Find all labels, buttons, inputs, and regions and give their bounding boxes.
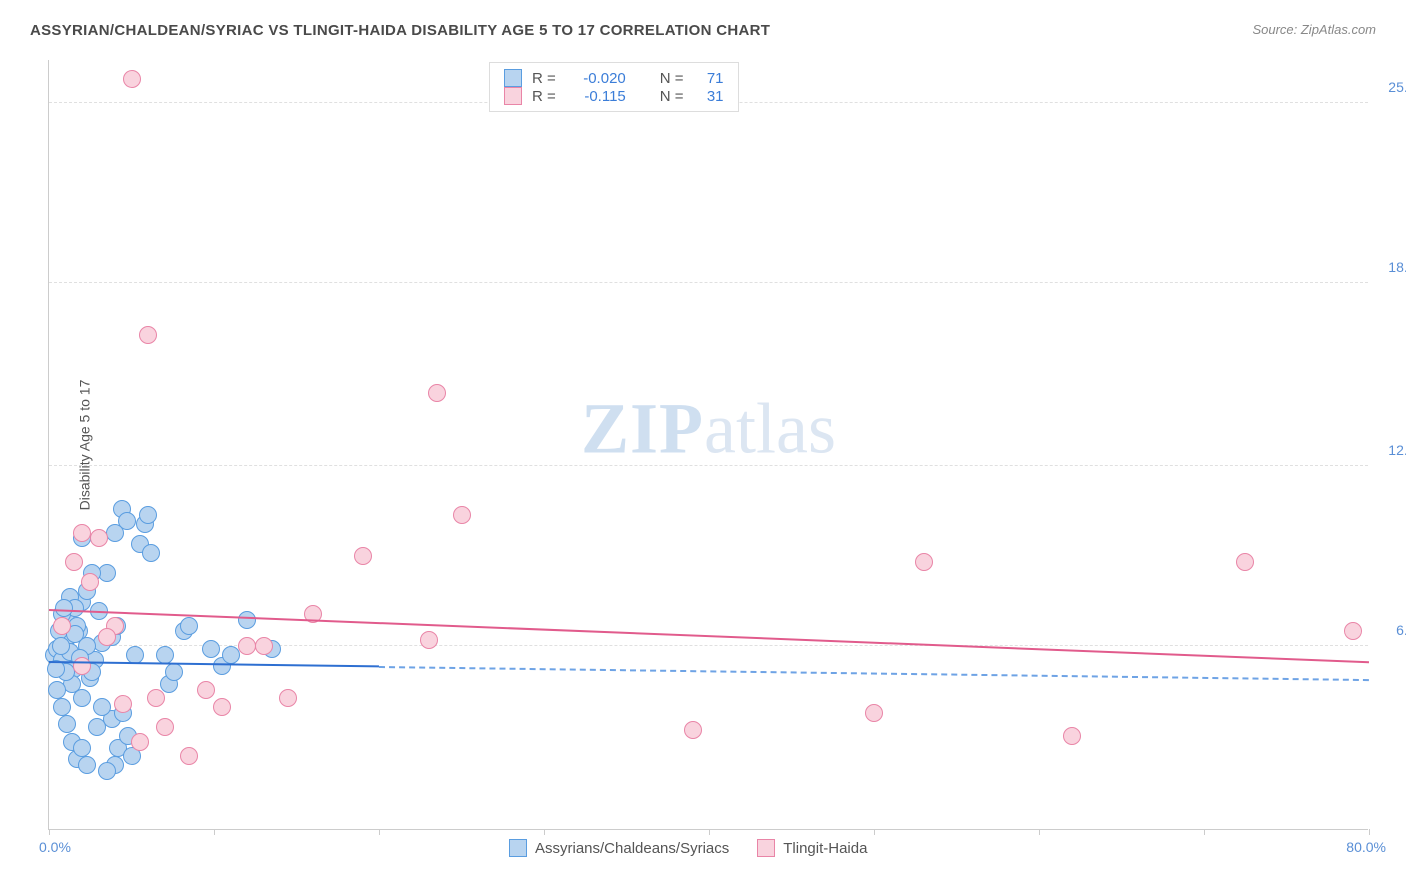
data-point — [52, 637, 70, 655]
chart-title: ASSYRIAN/CHALDEAN/SYRIAC VS TLINGIT-HAID… — [30, 22, 770, 39]
data-point — [684, 721, 702, 739]
legend-series-item: Tlingit-Haida — [757, 839, 867, 857]
data-point — [53, 617, 71, 635]
x-tick — [49, 829, 50, 835]
legend-r-value: -0.020 — [566, 70, 626, 87]
source-attribution: Source: ZipAtlas.com — [1252, 22, 1376, 37]
data-point — [197, 681, 215, 699]
data-point — [238, 611, 256, 629]
legend-series: Assyrians/Chaldeans/Syriacs Tlingit-Haida — [509, 839, 867, 857]
data-point — [222, 646, 240, 664]
legend-n-value: 31 — [694, 88, 724, 105]
data-point — [73, 739, 91, 757]
data-point — [131, 733, 149, 751]
data-point — [156, 646, 174, 664]
data-point — [453, 506, 471, 524]
watermark-bold: ZIP — [581, 389, 704, 469]
watermark: ZIPatlas — [581, 388, 836, 471]
x-tick — [709, 829, 710, 835]
data-point — [114, 695, 132, 713]
x-tick — [1039, 829, 1040, 835]
data-point — [1236, 553, 1254, 571]
data-point — [48, 681, 66, 699]
data-point — [81, 573, 99, 591]
y-tick-label: 25.0% — [1388, 79, 1406, 95]
data-point — [73, 689, 91, 707]
legend-n-label: N = — [660, 70, 684, 87]
data-point — [55, 599, 73, 617]
legend-r-value: -0.115 — [566, 88, 626, 105]
gridline — [49, 465, 1368, 466]
data-point — [213, 698, 231, 716]
data-point — [126, 646, 144, 664]
y-tick-label: 18.8% — [1388, 259, 1406, 275]
legend-r-label: R = — [532, 70, 556, 87]
data-point — [915, 553, 933, 571]
x-tick — [874, 829, 875, 835]
data-point — [1344, 622, 1362, 640]
plot-area: ZIPatlas Disability Age 5 to 17 6.3%12.5… — [48, 60, 1368, 830]
legend-series-name: Tlingit-Haida — [783, 840, 867, 857]
data-point — [165, 663, 183, 681]
watermark-rest: atlas — [704, 389, 836, 469]
legend-swatch — [504, 69, 522, 87]
data-point — [156, 718, 174, 736]
data-point — [73, 524, 91, 542]
data-point — [65, 553, 83, 571]
data-point — [88, 718, 106, 736]
legend-swatch — [757, 839, 775, 857]
data-point — [106, 524, 124, 542]
data-point — [180, 617, 198, 635]
data-point — [78, 756, 96, 774]
data-point — [98, 762, 116, 780]
legend-swatch — [509, 839, 527, 857]
legend-n-value: 71 — [694, 70, 724, 87]
x-axis-max-label: 80.0% — [1346, 839, 1386, 855]
legend-row: R = -0.020 N = 71 — [504, 69, 724, 87]
data-point — [255, 637, 273, 655]
gridline — [49, 282, 1368, 283]
data-point — [139, 326, 157, 344]
data-point — [428, 384, 446, 402]
data-point — [58, 715, 76, 733]
data-point — [142, 544, 160, 562]
trend-line — [379, 666, 1369, 681]
data-point — [865, 704, 883, 722]
x-tick — [1369, 829, 1370, 835]
y-tick-label: 12.5% — [1388, 442, 1406, 458]
data-point — [90, 529, 108, 547]
data-point — [1063, 727, 1081, 745]
y-tick-label: 6.3% — [1396, 622, 1406, 638]
legend-series-item: Assyrians/Chaldeans/Syriacs — [509, 839, 729, 857]
y-axis-title: Disability Age 5 to 17 — [76, 379, 92, 510]
data-point — [98, 628, 116, 646]
data-point — [93, 698, 111, 716]
data-point — [139, 506, 157, 524]
legend-r-label: R = — [532, 88, 556, 105]
x-tick — [214, 829, 215, 835]
x-axis-min-label: 0.0% — [39, 839, 71, 855]
x-tick — [379, 829, 380, 835]
data-point — [420, 631, 438, 649]
legend-row: R = -0.115 N = 31 — [504, 87, 724, 105]
data-point — [73, 657, 91, 675]
data-point — [202, 640, 220, 658]
x-tick — [1204, 829, 1205, 835]
x-tick — [544, 829, 545, 835]
data-point — [238, 637, 256, 655]
data-point — [279, 689, 297, 707]
data-point — [180, 747, 198, 765]
data-point — [147, 689, 165, 707]
legend-n-label: N = — [660, 88, 684, 105]
legend-series-name: Assyrians/Chaldeans/Syriacs — [535, 840, 729, 857]
legend-correlation: R = -0.020 N = 71 R = -0.115 N = 31 — [489, 62, 739, 112]
data-point — [123, 70, 141, 88]
legend-swatch — [504, 87, 522, 105]
data-point — [53, 698, 71, 716]
data-point — [354, 547, 372, 565]
